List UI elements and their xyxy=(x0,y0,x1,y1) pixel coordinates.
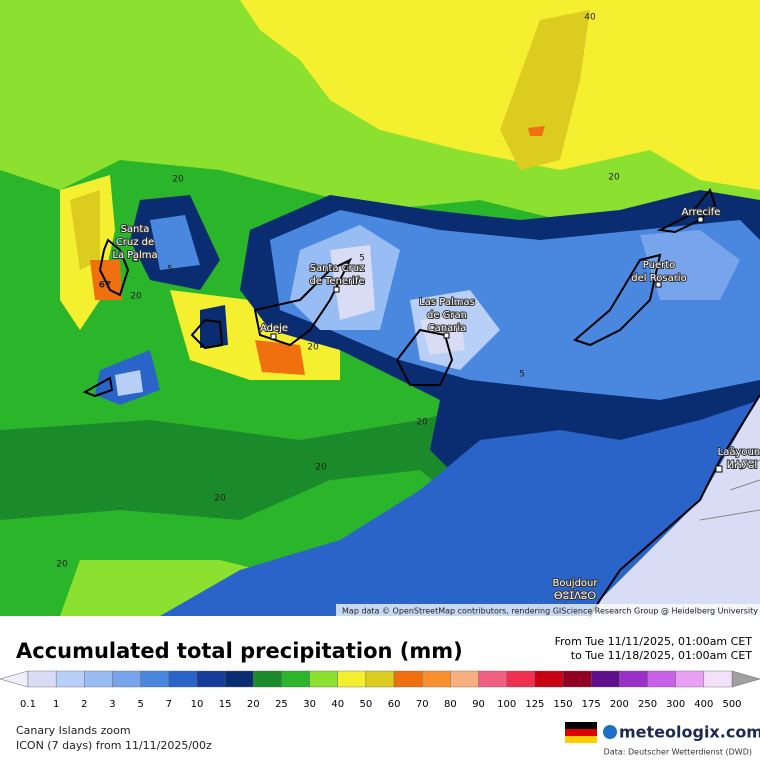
place-label: Boujdour xyxy=(552,578,598,589)
colorbar-box xyxy=(337,670,367,688)
colorbar-box xyxy=(422,670,451,688)
colorbar-label: 125 xyxy=(525,699,544,710)
contour-labels: 40 20 20 5 5 20 20 5 20 20 20 20 67 xyxy=(56,13,620,570)
colorbar-box xyxy=(27,670,57,688)
colorbar-box xyxy=(675,670,705,688)
data-source: Data: Deutscher Wetterdienst (DWD) xyxy=(604,748,752,757)
colorbar-label: 7 xyxy=(166,699,172,710)
logo-icon xyxy=(603,725,617,739)
colorbar-label: 70 xyxy=(416,699,429,710)
contour-label: 5 xyxy=(167,265,173,275)
place-label: Cruz de xyxy=(116,237,154,248)
colorbar-box xyxy=(591,670,620,688)
contour-label: 20 xyxy=(315,463,327,473)
colorbar-box xyxy=(140,670,169,688)
place-labels: Santa Cruz de La Palma Santa Cruz de Tenerif… xyxy=(111,206,760,603)
contour-label: 20 xyxy=(416,418,428,428)
place-label: Laâyoune xyxy=(718,446,760,458)
colorbar-box xyxy=(365,670,395,688)
place-label: ⴱⵓⵊⴷⵓⵔ xyxy=(554,591,596,602)
colorbar-label: 80 xyxy=(444,699,457,710)
flag xyxy=(565,722,597,743)
colorbar-label: 250 xyxy=(638,699,657,710)
place-label: Adeje xyxy=(260,323,288,334)
colorbar-box xyxy=(703,670,733,688)
colorbar-box xyxy=(253,670,282,688)
colorbar-label: 500 xyxy=(722,699,741,710)
contour-label: 5 xyxy=(519,370,525,380)
colorbar-label: 10 xyxy=(191,699,204,710)
colorbar-label: 300 xyxy=(666,699,685,710)
colorbar-label: 2 xyxy=(81,699,87,710)
colorbar-label: 25 xyxy=(275,699,288,710)
contour-label: 20 xyxy=(56,560,68,570)
place-label: Las Palmas xyxy=(419,297,475,308)
contour-label: 40 xyxy=(584,13,596,23)
contour-label: 67 xyxy=(99,281,112,291)
colorbar-box xyxy=(281,670,310,688)
colorbar-label: 400 xyxy=(694,699,713,710)
colorbar-label: 1 xyxy=(53,699,59,710)
colorbar-box xyxy=(562,670,592,688)
contour-label: 5 xyxy=(359,254,365,264)
colorbar-box xyxy=(309,670,338,688)
contour-label: 20 xyxy=(130,292,142,302)
place-label: de Gran xyxy=(427,310,467,321)
place-label: del Rosario xyxy=(631,273,686,284)
place-label: Canaria xyxy=(428,323,467,334)
colorbar-box xyxy=(224,670,254,688)
colorbar-label: 175 xyxy=(582,699,601,710)
colorbar-box xyxy=(450,670,479,688)
place-label: Puerto xyxy=(643,260,676,271)
attribution: Map data © OpenStreetMap contributors, r… xyxy=(342,607,758,616)
colorbar-label: 5 xyxy=(137,699,143,710)
colorbar-label: 15 xyxy=(219,699,232,710)
colorbar-box xyxy=(112,670,141,688)
colorbar-box xyxy=(84,670,113,688)
model: ICON (7 days) from 11/11/2025/00z xyxy=(16,739,212,752)
contour-label: 20 xyxy=(608,173,620,183)
colorbar-label: 30 xyxy=(303,699,316,710)
contour-label: 20 xyxy=(172,175,184,185)
place-label: ⵍⵄⵢⵓⵏ xyxy=(727,460,758,471)
colorbar-box xyxy=(506,670,536,688)
place-label: Santa Cruz xyxy=(310,263,365,274)
place-label: La Palma xyxy=(112,250,157,261)
place-label: Santa xyxy=(121,224,150,235)
colorbar-label: 20 xyxy=(247,699,260,710)
colorbar-box xyxy=(168,670,198,688)
colorbar-box xyxy=(647,670,676,688)
colorbar-label: 100 xyxy=(497,699,516,710)
title: Accumulated total precipitation (mm) xyxy=(16,639,463,663)
colorbar-box xyxy=(196,670,226,688)
colorbar-label: 0.1 xyxy=(20,699,36,710)
colorbar-label: 150 xyxy=(553,699,572,710)
colorbar-label: 40 xyxy=(331,699,344,710)
contour-label: 20 xyxy=(307,343,319,353)
colorbar-label: 50 xyxy=(360,699,373,710)
colorbar-box xyxy=(393,670,423,688)
colorbar-box xyxy=(478,670,507,688)
date-to: to Tue 11/18/2025, 01:00am CET xyxy=(571,649,753,662)
colorbar-box xyxy=(55,670,85,688)
contour-label: 20 xyxy=(214,494,226,504)
colorbar-label: 90 xyxy=(472,699,485,710)
colorbar-label: 60 xyxy=(388,699,401,710)
colorbar-box xyxy=(619,670,648,688)
place-label: de Tenerife xyxy=(309,276,364,287)
region: Canary Islands zoom xyxy=(16,724,131,737)
colorbar-label: 3 xyxy=(109,699,115,710)
colorbar-box xyxy=(534,670,564,688)
place-label: Arrecife xyxy=(682,207,721,218)
date-from: From Tue 11/11/2025, 01:00am CET xyxy=(555,635,753,648)
brand[interactable]: meteologix.com xyxy=(619,723,760,742)
colorbar-label: 200 xyxy=(610,699,629,710)
map: Santa Cruz de La Palma Santa Cruz de Tenerif… xyxy=(0,0,760,617)
colorbar: 0.1 1 2 3 5 7 10 15 20 25 30 40 50 60 70 80 90 100 125 150 1… xyxy=(20,670,742,710)
